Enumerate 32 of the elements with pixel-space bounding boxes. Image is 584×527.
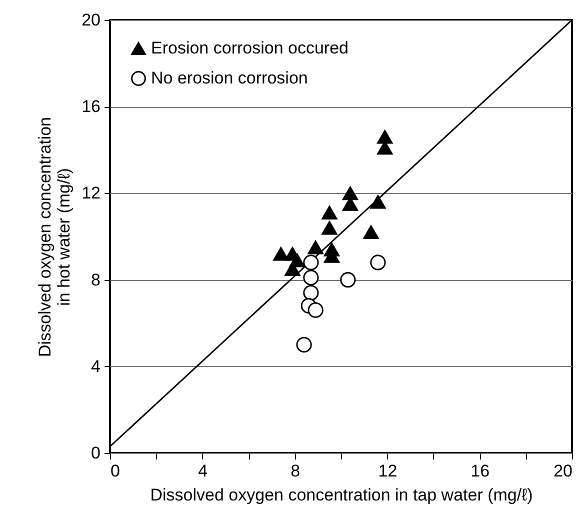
y-tick-label: 0 (91, 444, 100, 462)
point (308, 240, 324, 254)
legend-label: No erosion corrosion (151, 68, 308, 88)
point (296, 336, 312, 353)
point (273, 246, 289, 261)
x-tick-label: 8 (290, 462, 300, 480)
point (303, 254, 319, 270)
point (340, 272, 356, 288)
x-tick-label: 0 (110, 462, 120, 480)
point (322, 220, 338, 235)
legend-label: Erosion corrosion occured (151, 38, 348, 58)
point (377, 130, 393, 144)
point (370, 194, 386, 209)
y-tick-label: 12 (82, 184, 100, 203)
point (370, 254, 386, 270)
y-tick-label: 8 (91, 270, 100, 290)
y-tick-label: 20 (82, 10, 100, 30)
point (363, 225, 379, 240)
x-axis-title: Dissolved oxygen concentration in tap water (mg/ℓ) (150, 486, 533, 504)
point (303, 284, 319, 301)
x-tick-label: 4 (198, 462, 208, 480)
point (308, 302, 324, 318)
point (342, 186, 358, 200)
point (322, 206, 338, 220)
y-tick-label: 4 (91, 356, 100, 376)
x-tick-label: 20 (554, 462, 572, 480)
y-axis-title: Dissolved oxygen concentration in hot water (mg/ℓ) (36, 116, 74, 358)
point (303, 270, 319, 286)
x-tick-label: 16 (470, 462, 490, 480)
y-tick-label: 16 (82, 97, 100, 116)
x-tick-label: 12 (378, 462, 398, 480)
point (289, 253, 305, 268)
